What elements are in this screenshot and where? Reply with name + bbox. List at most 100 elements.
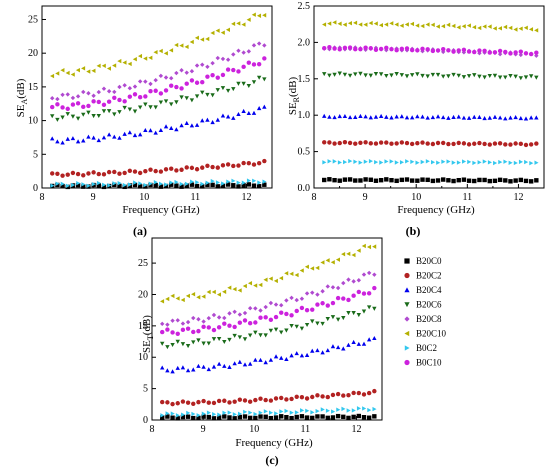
panel-0-series-B20C10-point — [86, 69, 91, 74]
panel-0-series-B20C2-point — [106, 169, 112, 175]
panel-1-series-B20C6-point — [358, 71, 363, 76]
panel-0-series-B20C10-point — [205, 36, 210, 42]
panel-2-series-B20C4-point — [216, 361, 222, 366]
panel-1-series-B20C4-point — [523, 116, 529, 121]
panel-2-series-B20C6-point — [310, 319, 315, 324]
panel-1-series-B20C4-point — [518, 116, 524, 121]
panel-2-ytick-label: 5 — [143, 384, 148, 395]
panel-2-series-B20C8-point — [160, 321, 165, 327]
panel-0-series-B0C10-point — [194, 80, 200, 85]
panel-1-series-B20C2-point — [497, 141, 503, 146]
panel-2-series-B20C6-point — [211, 337, 217, 342]
panel-2-series-B20C6-point — [170, 342, 175, 348]
legend-label-B20C8: B20C8 — [416, 314, 442, 324]
panel-0-series-B20C6-point — [169, 102, 174, 107]
panel-0-series-B20C6-point — [236, 81, 241, 86]
panel-0-series-B20C10-point — [75, 67, 80, 73]
panel-2-series-B20C8-point — [310, 290, 315, 295]
panel-0-series-B20C6-point — [231, 87, 236, 92]
panel-1-series-B20C8-point — [461, 50, 467, 55]
panel-0-series-B20C8-point — [163, 75, 169, 80]
panel-2-series-B20C2-point — [237, 397, 243, 402]
panel-2-series-B20C8-point — [366, 270, 372, 276]
panel-1-series-B20C2-point — [425, 141, 430, 146]
panel-2-series-B20C6-point — [196, 338, 201, 343]
panel-2-series-B20C2-point — [372, 388, 377, 394]
panel-0-ytick-label: 25 — [28, 14, 38, 25]
panel-2-series-B20C4-point — [222, 363, 227, 368]
legend-marker-B20C8 — [404, 316, 410, 322]
panel-1-series-B20C2-point — [435, 140, 441, 146]
panel-2-series-B20C8-point — [279, 303, 284, 308]
panel-b: (b) Frequency (GHz) SER(dB) 8 9 10 11 12 0.0 0… — [287, 1, 545, 238]
panel-0-series-B20C10-point — [262, 13, 267, 18]
panel-1-series-B20C4-point — [399, 114, 405, 119]
panel-2-series-B0C2-point — [263, 409, 268, 414]
panel-0-series-B20C4-point — [81, 138, 86, 143]
panel-0-series-B0C10-point — [236, 69, 241, 74]
panel-2-series-B20C2-point — [330, 392, 336, 398]
panel-0-series-B20C8-point — [106, 89, 112, 94]
panel-2-series-B0C2-point — [237, 411, 243, 417]
panel-1-series-B0C2-point — [493, 160, 498, 166]
panel-1-xtick-label: 11 — [463, 192, 473, 203]
panel-0-series-B20C2-point — [122, 170, 127, 176]
panel-2-series-B0C2-point — [325, 408, 330, 413]
panel-1-series-B0C2-point — [467, 159, 472, 165]
panel-1-series-B20C2-point — [430, 141, 436, 147]
panel-1-series-B20C2-point — [528, 142, 534, 147]
panel-0-series-B20C4-point — [246, 110, 252, 116]
panel-0-series-B20C6-point — [127, 107, 133, 112]
panel-1-series-B20C0-point — [518, 177, 524, 183]
panel-0-series-B0C2-point — [210, 178, 215, 184]
panel-0-series-B0C2-point — [107, 183, 112, 188]
panel-1-series-B20C4-point — [487, 115, 492, 120]
panel-0-xtick-label: 12 — [241, 192, 251, 203]
panel-1-series-B20C2-point — [451, 141, 456, 147]
panel-1-series-B20C4-point — [441, 115, 446, 120]
panel-2-series-B20C10-point — [268, 276, 273, 281]
panel-1-series-B20C10-point — [425, 22, 430, 27]
panel-0-series-B20C6-point — [189, 98, 195, 103]
panel-2-series-B20C10-point — [279, 275, 284, 281]
panel-2-series-B0C2-point — [320, 407, 325, 412]
panel-0-series-B0C2-point — [164, 182, 169, 187]
panel-1-series-B0C10-point — [415, 48, 420, 53]
panel-2-series-B20C4-point — [160, 365, 165, 370]
panel-2-series-B20C10-point — [273, 278, 278, 284]
panel-0-series-B20C10-point — [194, 35, 199, 41]
panel-0-series-B20C8-point — [189, 69, 195, 74]
panel-0-series-B20C6-point — [96, 113, 101, 119]
panel-0-series-B20C6-point — [210, 93, 215, 98]
panel-0-ytick-label: 20 — [28, 48, 38, 59]
panel-0-series-B20C8-point — [55, 96, 60, 102]
panel-2-series-B20C8-point — [356, 278, 362, 283]
panel-0-series-B0C2-point — [81, 182, 86, 187]
panel-1-series-B0C2-point — [430, 160, 436, 165]
panel-2-series-B20C2-point — [315, 393, 320, 398]
panel-1-series-B20C6-point — [518, 76, 524, 81]
panel-0-series-B0C10-point — [153, 88, 158, 93]
panel-0-series-B20C2-point — [132, 169, 138, 174]
panel-1-series-B20C2-point — [461, 141, 467, 146]
panel-0-series-B20C10-point — [215, 28, 220, 33]
panel-2-series-B20C8-point — [315, 292, 320, 297]
panel-1-series-B20C6-point — [347, 73, 353, 78]
panel-1-series-B0C2-point — [332, 159, 337, 164]
panel-2-series-B20C10-point — [351, 252, 356, 258]
panel-1-series-B0C2-point — [420, 159, 425, 165]
panel-0-series-B20C2-point — [163, 167, 169, 172]
legend-marker-B20C6 — [404, 302, 410, 308]
panel-1-series-B20C6-point — [363, 73, 368, 78]
panel-1-series-B0C2-point — [394, 160, 399, 165]
panel-0-series-B20C4-point — [251, 110, 257, 115]
panel-2-series-B0C2-point — [300, 408, 305, 413]
panel-1-series-B20C6-point — [342, 72, 348, 77]
panel-1-series-B0C10-point — [430, 48, 436, 54]
panel-0-series-B0C10-point — [158, 91, 164, 96]
panel-1-series-B20C6-point — [472, 73, 477, 78]
panel-1-series-B0C2-point — [358, 160, 363, 165]
panel-2-series-B20C0-point — [227, 415, 232, 420]
panel-1-series-B20C2-point — [378, 140, 384, 145]
panel-0-series-B20C4-point — [153, 130, 158, 135]
